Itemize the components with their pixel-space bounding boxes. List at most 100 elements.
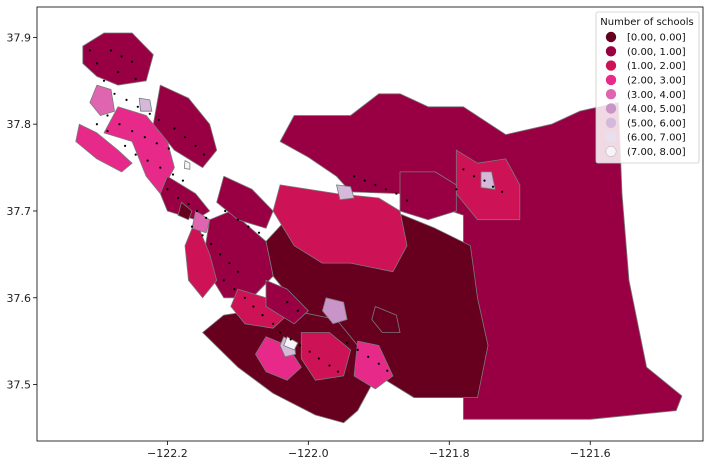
region-hayward-school-cluster <box>183 160 191 170</box>
region-alameda <box>75 123 133 173</box>
school-point <box>243 296 246 299</box>
school-point <box>201 234 204 237</box>
region-pleasanton-cluster <box>336 184 355 201</box>
school-point <box>286 301 289 304</box>
school-point <box>124 144 127 147</box>
school-point <box>95 62 98 65</box>
school-point <box>353 175 356 178</box>
school-point <box>166 188 169 191</box>
school-point <box>210 242 213 246</box>
y-tick-label: 37.7 <box>7 205 32 218</box>
legend-swatch <box>605 117 617 128</box>
school-point <box>501 190 504 193</box>
legend-label: (4.00, 5.00] <box>627 104 686 115</box>
region-livermore-cluster <box>480 171 496 190</box>
school-point <box>106 130 109 133</box>
region-warm-springs <box>353 340 394 390</box>
school-point <box>157 118 160 121</box>
legend-swatch <box>605 145 617 157</box>
legend-label: [0.00, 0.00] <box>627 33 686 44</box>
school-point <box>377 362 380 365</box>
legend-swatch <box>605 46 617 57</box>
school-point <box>228 262 231 265</box>
school-point <box>289 338 292 341</box>
school-point <box>159 166 162 169</box>
school-point <box>171 173 175 176</box>
school-point <box>181 179 184 182</box>
legend: Number of schools [0.00, 0.00] (0.00, 1.0… <box>595 11 700 164</box>
school-point <box>236 270 239 273</box>
legend-swatch <box>605 131 617 143</box>
region-piedmont <box>138 97 153 112</box>
school-point <box>102 79 106 82</box>
y-tick-label: 37.8 <box>7 118 32 131</box>
school-point <box>95 123 98 126</box>
x-axis: −122.2 −122.0 −121.8 −121.6 <box>147 441 611 460</box>
school-point <box>222 279 225 282</box>
school-point <box>384 188 387 191</box>
x-tick-label: −122.0 <box>288 447 329 460</box>
school-point <box>257 231 261 234</box>
x-tick-label: −121.6 <box>570 447 611 460</box>
legend-swatch <box>605 103 617 114</box>
school-point <box>155 142 158 145</box>
school-point <box>395 192 398 195</box>
school-point <box>202 153 206 156</box>
school-point <box>455 188 458 191</box>
region-dublin-pleasanton <box>272 184 408 273</box>
school-point <box>336 370 339 373</box>
school-point <box>261 314 264 317</box>
region-sunol-village <box>371 306 401 333</box>
legend-entries: [0.00, 0.00] (0.00, 1.00] (1.00, 2.00] (2.0… <box>605 31 686 158</box>
school-point <box>113 92 116 95</box>
legend-swatch <box>605 60 617 71</box>
school-point <box>298 344 301 347</box>
legend-label: (0.00, 1.00] <box>627 47 686 58</box>
school-point <box>131 130 134 133</box>
region-east-county <box>279 93 683 420</box>
school-point <box>224 209 227 213</box>
map-regions <box>75 32 683 424</box>
school-point <box>386 369 389 372</box>
region-livermore-west <box>399 171 457 221</box>
school-point <box>187 202 190 206</box>
school-point <box>109 49 113 52</box>
y-tick-label: 37.5 <box>7 379 32 392</box>
school-point <box>120 55 123 58</box>
school-point <box>328 364 331 367</box>
school-point <box>195 209 199 213</box>
school-point <box>88 49 91 52</box>
school-point <box>106 114 109 117</box>
school-point <box>190 225 194 228</box>
school-point <box>146 159 149 162</box>
school-point <box>236 218 239 221</box>
school-point <box>134 77 137 81</box>
school-point <box>148 112 151 115</box>
school-point <box>462 168 465 171</box>
school-point <box>233 288 236 291</box>
school-points <box>88 49 504 373</box>
school-point <box>176 196 180 200</box>
legend-box <box>595 11 700 164</box>
school-point <box>219 253 222 256</box>
legend-swatch <box>605 31 617 43</box>
y-tick-label: 37.9 <box>7 31 32 44</box>
region-castro-valley <box>216 175 274 229</box>
region-berkeley-north <box>82 32 154 86</box>
school-point <box>363 179 366 182</box>
legend-label: (1.00, 2.00] <box>627 61 686 72</box>
region-hayward <box>184 219 218 299</box>
legend-label: (3.00, 4.00] <box>627 90 686 101</box>
y-tick-label: 37.6 <box>7 292 32 305</box>
legend-label: (5.00, 6.00] <box>627 118 686 129</box>
school-point <box>134 153 137 156</box>
school-point <box>131 60 134 63</box>
school-point <box>173 127 176 130</box>
school-point <box>491 185 495 188</box>
region-mission-san-jose <box>322 297 348 325</box>
axes-frame <box>36 6 704 442</box>
school-point <box>346 341 349 344</box>
legend-label: (7.00, 8.00] <box>627 147 686 158</box>
legend-label: (6.00, 7.00] <box>627 133 686 144</box>
school-point <box>143 136 146 139</box>
